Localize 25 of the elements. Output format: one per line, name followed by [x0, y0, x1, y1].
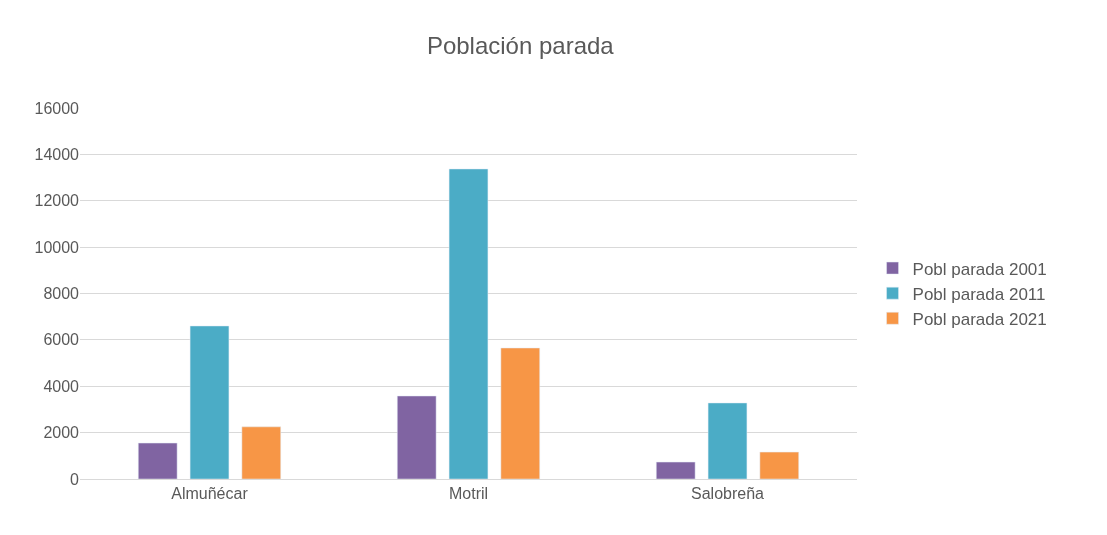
y-tick-label: 2000 [43, 424, 80, 442]
y-tick-label: 4000 [43, 377, 80, 395]
x-tick-label: Salobreña [691, 485, 765, 503]
y-tick-label: 16000 [34, 99, 80, 117]
x-tick-label: Motril [448, 485, 489, 503]
legend-label: Pobl parada 2011 [912, 284, 1046, 304]
bar [500, 347, 540, 479]
x-tick-label: Almuñécar [171, 485, 249, 503]
bar [656, 461, 696, 479]
bar [241, 426, 281, 479]
y-tick-label: 0 [70, 470, 80, 488]
bar [397, 395, 437, 479]
bar [189, 325, 230, 479]
y-tick-label: 14000 [34, 145, 80, 163]
y-tick-label: 8000 [43, 285, 80, 303]
y-tick-label: 6000 [43, 331, 80, 349]
legend-label: Pobl parada 2021 [912, 309, 1047, 329]
y-tick-label: 10000 [34, 238, 80, 256]
bar [707, 402, 748, 479]
y-tick-label: 12000 [34, 192, 80, 210]
chart-title: Población parada [426, 32, 615, 60]
bar [448, 168, 489, 479]
bar [138, 442, 178, 479]
bar [759, 451, 799, 479]
legend-label: Pobl parada 2001 [912, 259, 1047, 279]
